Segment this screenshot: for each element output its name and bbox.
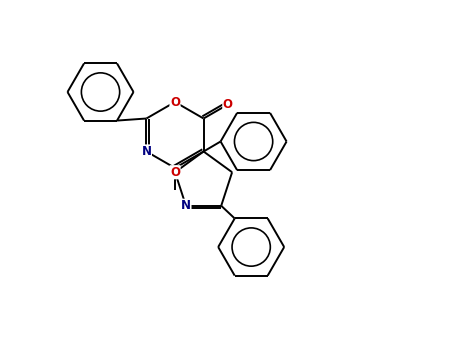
Text: N: N xyxy=(142,145,152,158)
Text: O: O xyxy=(170,96,180,108)
Text: O: O xyxy=(170,166,180,179)
Text: N: N xyxy=(181,199,191,212)
Text: O: O xyxy=(223,98,233,111)
